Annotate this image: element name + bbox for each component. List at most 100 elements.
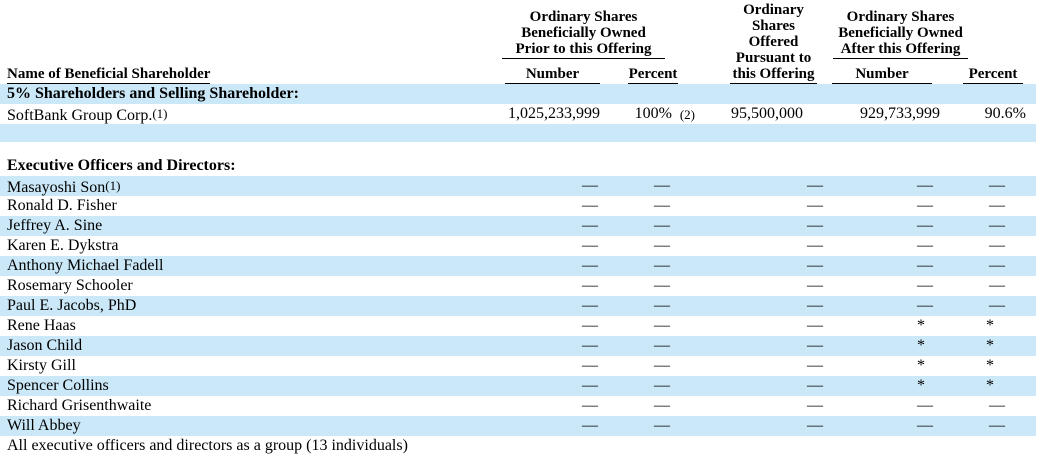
cell-percent-prior	[600, 124, 682, 142]
cell-percent-prior	[600, 156, 682, 176]
cell-percent-after: —	[989, 237, 1005, 254]
cell-shares-offered: —	[807, 237, 823, 254]
cell-number-prior: —	[582, 237, 598, 254]
cell-number-prior: —	[582, 337, 598, 354]
cell-number-prior	[497, 142, 600, 156]
cell-number-after: —	[917, 397, 933, 414]
cell-number-after: —	[917, 257, 933, 274]
shareholder-name: Anthony Michael Fadell	[7, 257, 164, 274]
cell-number-after: *	[917, 377, 925, 394]
shareholder-name: Masayoshi Son(1)	[7, 178, 121, 196]
cell-number-prior: —	[582, 277, 598, 294]
table-row: Rosemary Schooler — — — — —	[0, 276, 1036, 296]
cell-percent-prior: 100% (2)	[600, 104, 695, 124]
cell-number-prior: —	[582, 197, 598, 214]
cell-number-after	[823, 142, 940, 156]
shareholder-name: Ronald D. Fisher	[7, 197, 117, 214]
cell-percent-prior: —	[654, 217, 670, 234]
cell-number-prior	[497, 84, 600, 104]
cell-number-after: *	[917, 357, 925, 374]
cell-number-after: 929,733,999	[860, 105, 940, 122]
cell-shares-offered: —	[807, 277, 823, 294]
table-row: 5% Shareholders and Selling Shareholder:	[0, 84, 1036, 104]
cell-percent-prior: —	[654, 237, 670, 254]
cell-number-after: *	[917, 337, 925, 354]
group-header-line: Ordinary Shares	[529, 9, 638, 25]
name-column-header: Name of Beneficial Shareholder	[0, 66, 497, 84]
table-row: Karen E. Dykstra — — — — —	[0, 236, 1036, 256]
table-row: Anthony Michael Fadell — — — — —	[0, 256, 1036, 276]
table-row: Masayoshi Son(1) — — — — —	[0, 176, 1036, 196]
group-header-line: Ordinary	[743, 2, 804, 18]
cell-percent-prior: —	[654, 177, 670, 194]
name-column-header-label: Name of Beneficial Shareholder	[7, 66, 211, 84]
group-header-line: Ordinary Shares	[846, 9, 955, 25]
shareholder-name: Rene Haas	[7, 317, 76, 334]
table-row: Kirsty Gill — — — * *	[0, 356, 1036, 376]
group-header-prior-offering: Ordinary Shares Beneficially Owned Prior…	[502, 9, 665, 59]
cell-shares-offered	[682, 124, 823, 142]
shareholder-name: Richard Grisenthwaite	[7, 397, 152, 414]
cell-percent-after	[940, 124, 1026, 142]
cell-percent-after: *	[986, 357, 994, 374]
group-header-line: Prior to this Offering	[515, 41, 652, 57]
table-header: Name of Beneficial Shareholder Ordinary …	[0, 0, 1043, 84]
shareholder-name: Kirsty Gill	[7, 357, 76, 374]
cell-number-after	[823, 436, 940, 456]
table-row: SoftBank Group Corp.(1) 1,025,233,999 100%…	[0, 104, 1036, 124]
table-row: Will Abbey — — — — —	[0, 416, 1036, 436]
cell-percent-after: *	[986, 337, 994, 354]
shareholder-name: Karen E. Dykstra	[7, 237, 119, 254]
cell-percent-prior: —	[654, 317, 670, 334]
subheader-number-after: Number	[832, 66, 932, 84]
table-row: Jeffrey A. Sine — — — — —	[0, 216, 1036, 236]
cell-number-prior	[497, 436, 600, 456]
cell-percent-after: —	[989, 297, 1005, 314]
cell-percent-after: —	[989, 417, 1005, 434]
group-header-line: this Offering	[732, 66, 815, 82]
cell-shares-offered: —	[807, 217, 823, 234]
cell-shares-offered	[682, 436, 823, 456]
cell-percent-after: —	[989, 397, 1005, 414]
cell-shares-offered: —	[807, 377, 823, 394]
cell-percent-after: *	[986, 377, 994, 394]
group-header-line: Beneficially Owned	[521, 25, 646, 41]
cell-percent-prior: —	[654, 297, 670, 314]
shareholder-name: Rosemary Schooler	[7, 277, 133, 294]
footnote-ref: (1)	[105, 178, 121, 193]
cell-percent-after: 90.6%	[984, 105, 1026, 122]
cell-shares-offered: —	[807, 257, 823, 274]
cell-percent-after	[940, 156, 1026, 176]
shareholder-name: Executive Officers and Directors:	[7, 157, 236, 174]
cell-shares-offered: 95,500,000	[731, 105, 803, 122]
cell-number-prior	[497, 156, 600, 176]
cell-shares-offered: —	[807, 197, 823, 214]
cell-percent-prior: —	[654, 257, 670, 274]
cell-shares-offered	[682, 84, 823, 104]
cell-shares-offered: —	[807, 297, 823, 314]
cell-number-after: —	[917, 177, 933, 194]
cell-number-prior: —	[582, 317, 598, 334]
cell-number-after: —	[917, 237, 933, 254]
cell-number-prior: 1,025,233,999	[508, 105, 600, 122]
cell-shares-offered	[682, 142, 823, 156]
table-row: Richard Grisenthwaite — — — — —	[0, 396, 1036, 416]
cell-percent-after: —	[989, 217, 1005, 234]
shareholder-name: Spencer Collins	[7, 377, 109, 394]
cell-percent-prior: —	[654, 337, 670, 354]
cell-number-after: —	[917, 417, 933, 434]
table-body: 5% Shareholders and Selling Shareholder:…	[0, 84, 1043, 456]
cell-number-prior: —	[582, 177, 598, 194]
cell-number-after	[823, 84, 940, 104]
cell-shares-offered: —	[807, 397, 823, 414]
cell-shares-offered: —	[807, 337, 823, 354]
shareholder-name: Jeffrey A. Sine	[7, 217, 103, 234]
cell-percent-after: —	[989, 197, 1005, 214]
shareholder-name: Paul E. Jacobs, PhD	[7, 297, 137, 314]
cell-shares-offered: —	[807, 357, 823, 374]
cell-number-after: —	[917, 217, 933, 234]
cell-number-after: —	[917, 297, 933, 314]
group-header-line: Beneficially Owned	[838, 25, 963, 41]
footnote-ref: (2)	[679, 107, 695, 122]
cell-percent-after: *	[986, 317, 994, 334]
